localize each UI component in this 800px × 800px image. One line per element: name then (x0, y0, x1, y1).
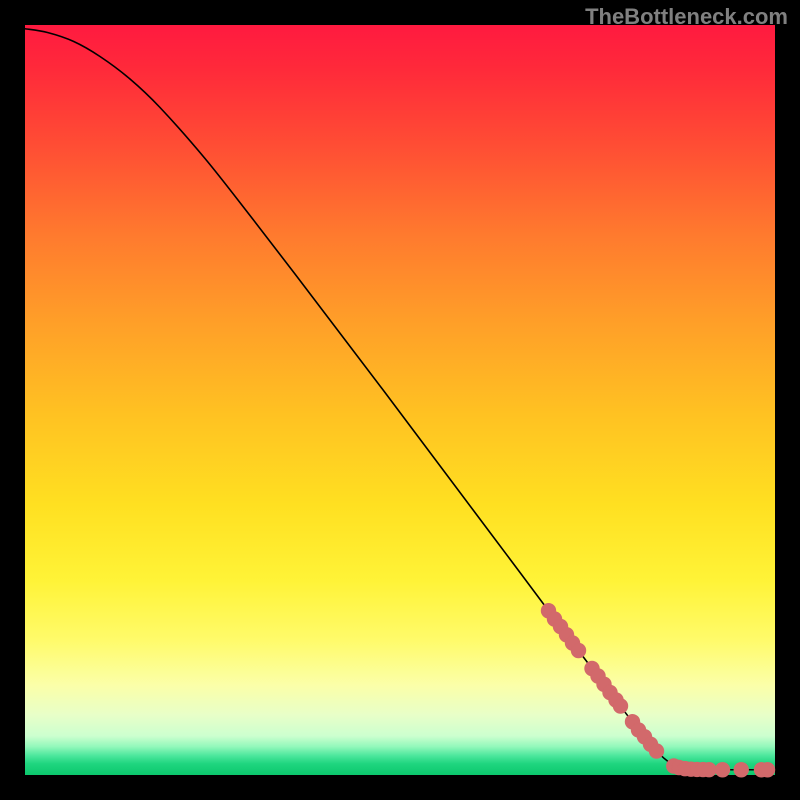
curve-marker (760, 763, 774, 777)
curve-marker (715, 763, 729, 777)
gradient-plot-area (25, 25, 775, 775)
curve-marker (702, 762, 716, 776)
chart-svg (0, 0, 800, 800)
curve-marker (649, 744, 663, 758)
watermark-text: TheBottleneck.com (585, 4, 788, 30)
curve-marker (571, 643, 585, 657)
chart-container: { "watermark": { "text": "TheBottleneck.… (0, 0, 800, 800)
curve-marker (613, 699, 627, 713)
curve-marker (734, 763, 748, 777)
